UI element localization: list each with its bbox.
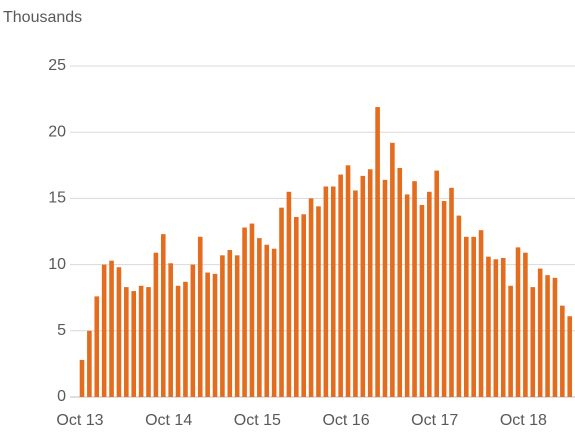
x-tick-label: Oct 16 (322, 412, 369, 429)
bar (234, 255, 240, 397)
bar (153, 252, 159, 397)
bar (353, 190, 358, 397)
bar (212, 273, 218, 397)
x-tick-label: Oct 15 (234, 412, 281, 429)
y-tick-label: 5 (57, 322, 66, 339)
bar (449, 187, 454, 397)
bar (382, 179, 388, 397)
bar (486, 256, 491, 397)
bar (257, 238, 262, 397)
bar (175, 285, 181, 397)
bar (441, 201, 447, 397)
bar (419, 205, 425, 397)
bar (101, 264, 107, 397)
bar (138, 285, 144, 397)
bar (308, 198, 314, 397)
bar (500, 257, 506, 397)
bar (131, 291, 137, 397)
bar (515, 247, 521, 397)
x-tick-label: Oct 18 (500, 412, 547, 429)
bar (530, 287, 536, 397)
bar (412, 181, 417, 397)
bar (390, 142, 395, 397)
bar (197, 236, 203, 397)
bar (249, 223, 255, 397)
bar (508, 285, 513, 397)
bar (367, 169, 373, 397)
bar (227, 250, 233, 397)
bar (109, 260, 114, 397)
bar (79, 359, 85, 397)
bar (205, 272, 210, 397)
bar (271, 248, 277, 397)
bar (345, 165, 351, 397)
x-tick-label: Oct 13 (56, 412, 103, 429)
bar (427, 191, 432, 397)
bar (560, 305, 565, 397)
bar (567, 316, 573, 397)
bar (146, 287, 151, 397)
bar (116, 267, 122, 397)
bar (183, 281, 188, 397)
bar (375, 107, 380, 397)
bar (478, 230, 484, 397)
bar (124, 287, 129, 397)
bar (316, 206, 321, 397)
x-tick-label: Oct 14 (145, 412, 192, 429)
bar (264, 244, 270, 397)
bar (523, 252, 528, 397)
bar (87, 330, 92, 397)
bar (294, 216, 299, 397)
bar (360, 175, 366, 397)
bar (338, 174, 343, 397)
y-tick-label: 15 (48, 190, 66, 207)
bar (190, 264, 196, 397)
bar (493, 259, 499, 397)
x-tick-label: Oct 17 (411, 412, 458, 429)
y-tick-label: 20 (48, 123, 66, 140)
bar (330, 186, 336, 397)
bar (463, 236, 469, 397)
bar (397, 167, 403, 397)
bar (404, 194, 410, 397)
bar (552, 277, 558, 397)
bar (323, 186, 329, 397)
y-tick-label: 10 (48, 256, 66, 273)
bar (220, 255, 225, 397)
bar (471, 236, 476, 397)
bar (301, 214, 306, 397)
y-tick-label: 25 (48, 57, 66, 74)
bar (286, 191, 292, 397)
y-tick-label: 0 (57, 388, 66, 405)
bar (434, 170, 440, 397)
bar (456, 215, 462, 397)
y-axis-label: Thousands (3, 9, 82, 26)
bar (168, 263, 173, 397)
bar (545, 275, 550, 397)
bar (160, 234, 166, 397)
bar (537, 268, 543, 397)
bar (94, 296, 100, 397)
bar (242, 227, 247, 397)
bar (279, 207, 284, 397)
